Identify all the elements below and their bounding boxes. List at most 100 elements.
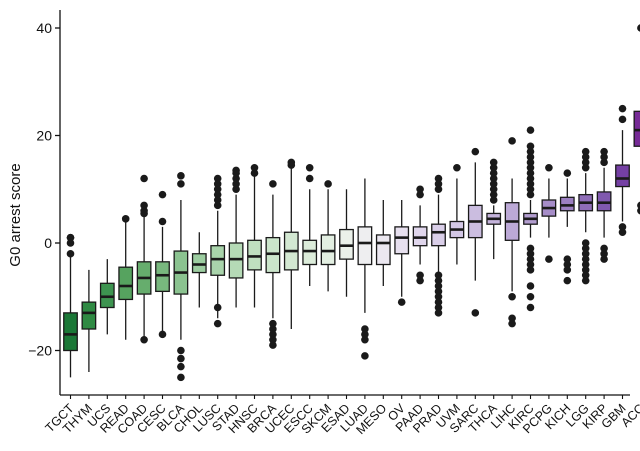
outlier-point (581, 153, 590, 161)
outlier-point (305, 163, 314, 172)
box-gbm (615, 104, 630, 237)
box-sarc (467, 147, 483, 317)
box-iqr (431, 223, 446, 247)
outlier-point (416, 190, 424, 199)
box-iqr (210, 245, 226, 276)
box-iqr (633, 110, 640, 147)
outlier-point (600, 249, 608, 258)
outlier-point (563, 260, 572, 269)
outlier-point (563, 276, 572, 285)
outlier-point (618, 115, 627, 124)
outlier-point (581, 244, 590, 253)
outlier-point (140, 206, 148, 215)
outlier-point (618, 223, 627, 231)
outlier-point (526, 169, 535, 177)
outlier-point (581, 249, 590, 258)
outlier-point (269, 180, 277, 188)
box-esad (339, 189, 354, 297)
box-iqr (394, 226, 410, 255)
outlier-point (177, 362, 185, 371)
outlier-point (250, 169, 259, 177)
box-iqr (191, 253, 207, 274)
outlier-point (581, 266, 590, 274)
outlier-point (637, 207, 640, 215)
box-kich (559, 169, 575, 285)
outlier-point (361, 352, 369, 360)
outlier-point (600, 244, 608, 253)
outlier-point (526, 142, 535, 151)
box-thym (81, 269, 97, 372)
outlier-point (434, 287, 443, 296)
outlier-point (637, 201, 640, 210)
outlier-point (324, 180, 332, 188)
outlier-point (269, 335, 277, 344)
outlier-point (526, 158, 535, 167)
outlier-point (434, 174, 443, 183)
box-hnsc (247, 163, 262, 308)
outlier-point (563, 169, 572, 177)
outlier-point (213, 196, 222, 204)
outlier-point (526, 126, 535, 134)
outlier-point (434, 298, 443, 306)
y-tick-label: 20 (36, 128, 52, 144)
outlier-point (489, 190, 498, 199)
box-iqr (81, 301, 97, 330)
box-paad (412, 185, 428, 285)
outlier-point (526, 249, 535, 258)
outlier-point (526, 190, 535, 199)
box-iqr (339, 228, 354, 260)
outlier-point (213, 319, 222, 328)
outlier-point (232, 185, 240, 194)
outlier-point (269, 341, 277, 349)
box-luad (357, 178, 373, 360)
outlier-point (489, 180, 498, 188)
outlier-point (177, 346, 185, 355)
box-pcpg (541, 163, 557, 263)
outlier-point (140, 201, 148, 210)
outlier-point (526, 292, 535, 301)
box-iqr (412, 226, 428, 247)
box-read (118, 215, 134, 340)
outlier-point (213, 201, 222, 210)
outlier-point (232, 174, 240, 183)
box-coad (136, 174, 152, 344)
outlier-point (526, 260, 535, 269)
y-axis-ticks: −20 0 20 40 (28, 20, 60, 359)
outlier-point (489, 169, 498, 177)
outlier-point (581, 276, 590, 285)
outlier-point (508, 319, 516, 328)
box-kirc (523, 126, 538, 312)
outlier-point (250, 163, 259, 172)
box-skcm (320, 180, 336, 292)
outlier-point (526, 174, 535, 183)
box-ov (394, 200, 410, 306)
outlier-point (489, 158, 498, 167)
box-escc (302, 163, 318, 286)
box-iqr (247, 239, 262, 271)
x-axis-ticks: TGCTTHYMUCSREADCOADCESCBLCACHOLLUSCSTADH… (43, 395, 640, 437)
box-iqr (320, 234, 336, 266)
outlier-point (508, 137, 516, 145)
outlier-point (158, 190, 167, 199)
outlier-point (232, 166, 240, 175)
outlier-point (489, 185, 498, 194)
outlier-point (416, 185, 424, 194)
outlier-point (563, 255, 572, 263)
outlier-point (269, 330, 277, 339)
outlier-point (526, 185, 535, 194)
outlier-point (581, 271, 590, 280)
outlier-point (397, 298, 406, 306)
outlier-point (526, 244, 535, 253)
outlier-point (600, 147, 608, 156)
outlier-point (618, 228, 627, 237)
box-kirp (596, 147, 612, 263)
box-thca (486, 158, 502, 260)
outlier-point (581, 158, 590, 167)
outlier-point (526, 255, 535, 263)
box-iqr (228, 242, 244, 279)
outlier-point (526, 282, 535, 290)
box-uvm (449, 163, 465, 265)
box-iqr (615, 164, 630, 188)
outlier-point (637, 24, 640, 32)
y-tick-label: 40 (36, 20, 52, 36)
